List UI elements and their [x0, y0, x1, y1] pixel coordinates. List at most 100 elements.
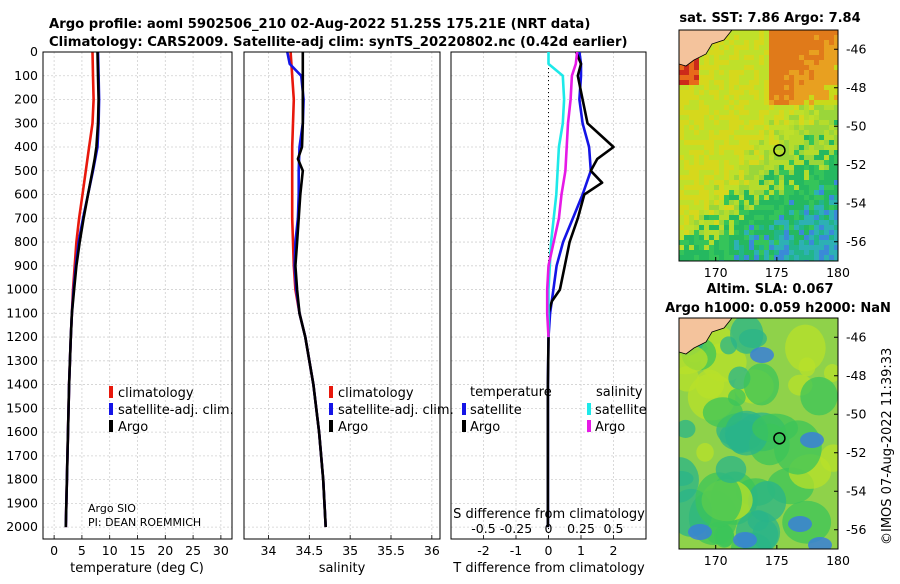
- sst-cell: [754, 60, 759, 65]
- sst-cell: [814, 135, 819, 140]
- sst-cell: [779, 30, 784, 35]
- sst-cell: [834, 55, 838, 60]
- sst-cell: [809, 40, 814, 45]
- sst-cell: [764, 220, 769, 225]
- sst-cell: [809, 235, 814, 240]
- sst-cell: [814, 100, 819, 105]
- sst-cell: [714, 175, 719, 180]
- sst-cell: [739, 185, 744, 190]
- sst-cell: [724, 110, 729, 115]
- sst-cell: [784, 175, 789, 180]
- legend-swatch-s-satellite: [587, 403, 591, 415]
- sst-cell: [699, 215, 704, 220]
- sst-cell: [784, 135, 789, 140]
- sst-cell: [714, 60, 719, 65]
- sst-cell: [704, 210, 709, 215]
- sst-cell: [729, 210, 734, 215]
- legend-swatch-s-argo: [587, 420, 591, 432]
- sst-cell: [714, 250, 719, 255]
- sst-cell: [784, 250, 789, 255]
- sst-cell: [824, 250, 829, 255]
- sst-cell: [704, 145, 709, 150]
- sst-cell: [794, 135, 799, 140]
- sst-cell: [809, 175, 814, 180]
- sst-cell: [769, 180, 774, 185]
- sst-cell: [794, 150, 799, 155]
- sst-cell: [729, 175, 734, 180]
- sst-cell: [819, 105, 824, 110]
- map-y-tick-label: -52: [846, 157, 866, 172]
- y-tick-label: 1700: [6, 448, 38, 463]
- sla-low-blob: [750, 347, 774, 363]
- sst-cell: [684, 220, 689, 225]
- sst-cell: [799, 150, 804, 155]
- sst-cell: [744, 125, 749, 130]
- sst-cell: [824, 220, 829, 225]
- s-tick-label: 0.25: [567, 521, 595, 536]
- sst-cell: [824, 210, 829, 215]
- sst-cell: [824, 185, 829, 190]
- sst-cell: [739, 145, 744, 150]
- sst-cell: [704, 75, 709, 80]
- sst-cell: [809, 165, 814, 170]
- sst-cell: [834, 35, 838, 40]
- sst-cell: [749, 75, 754, 80]
- sst-cell: [689, 240, 694, 245]
- y-tick-label: 400: [14, 139, 38, 154]
- sst-cell: [799, 255, 804, 260]
- sst-cell: [714, 155, 719, 160]
- y-tick-label: 1000: [6, 282, 38, 297]
- sst-cell: [719, 125, 724, 130]
- sst-cell: [759, 85, 764, 90]
- sst-cell: [824, 255, 829, 260]
- sst-cell: [684, 230, 689, 235]
- sst-cell: [749, 240, 754, 245]
- sst-cell: [789, 120, 794, 125]
- sst-cell: [739, 125, 744, 130]
- sst-cell: [684, 190, 689, 195]
- sst-cell: [709, 235, 714, 240]
- sst-cell: [699, 230, 704, 235]
- sst-cell: [829, 50, 834, 55]
- sst-cell: [824, 140, 829, 145]
- sst-cell: [704, 230, 709, 235]
- sst-cell: [714, 95, 719, 100]
- sst-cell: [794, 170, 799, 175]
- sst-cell: [739, 85, 744, 90]
- sst-cell: [734, 165, 739, 170]
- sst-cell: [704, 105, 709, 110]
- sst-cell: [704, 60, 709, 65]
- sst-cell: [814, 200, 819, 205]
- sst-cell: [794, 110, 799, 115]
- sst-cell: [679, 110, 684, 115]
- sst-cell: [709, 165, 714, 170]
- series-group: [286, 52, 327, 528]
- sst-cell: [754, 65, 759, 70]
- sst-cell: [694, 230, 699, 235]
- sst-cell: [734, 115, 739, 120]
- sst-cell: [824, 60, 829, 65]
- sst-cell: [684, 90, 689, 95]
- sst-cell: [764, 110, 769, 115]
- sst-cell: [809, 160, 814, 165]
- sst-cell: [834, 45, 838, 50]
- sst-cell: [689, 225, 694, 230]
- sst-cell: [714, 185, 719, 190]
- sst-cell: [689, 200, 694, 205]
- sst-cell: [764, 215, 769, 220]
- sst-cell: [679, 190, 684, 195]
- sst-cell: [759, 205, 764, 210]
- x-tick-label: 25: [185, 543, 201, 558]
- sst-cell: [774, 75, 779, 80]
- sst-cell: [799, 170, 804, 175]
- sst-cell: [814, 65, 819, 70]
- sst-cell: [739, 140, 744, 145]
- sst-cell: [804, 165, 809, 170]
- sst-cell: [794, 225, 799, 230]
- sst-cell: [789, 100, 794, 105]
- sst-cell: [789, 240, 794, 245]
- sst-cell: [689, 245, 694, 250]
- sst-cell: [694, 225, 699, 230]
- sst-cell: [749, 140, 754, 145]
- sst-cell: [754, 145, 759, 150]
